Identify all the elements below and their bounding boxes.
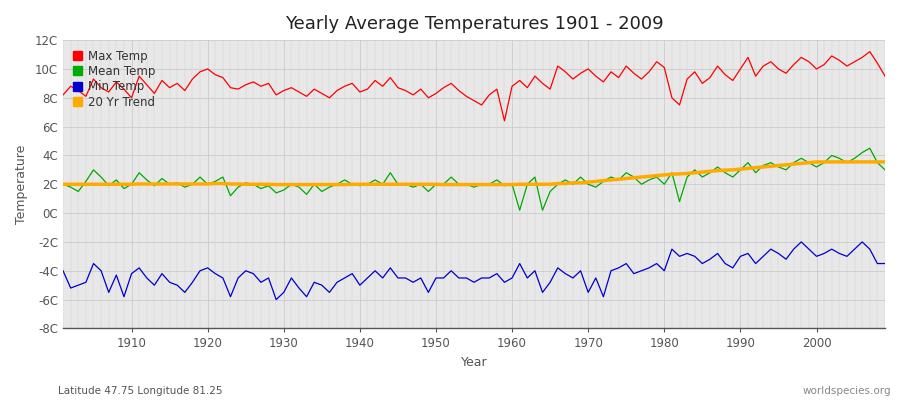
Y-axis label: Temperature: Temperature bbox=[15, 144, 28, 224]
X-axis label: Year: Year bbox=[461, 356, 487, 369]
Title: Yearly Average Temperatures 1901 - 2009: Yearly Average Temperatures 1901 - 2009 bbox=[284, 15, 663, 33]
Text: worldspecies.org: worldspecies.org bbox=[803, 386, 891, 396]
Text: Latitude 47.75 Longitude 81.25: Latitude 47.75 Longitude 81.25 bbox=[58, 386, 223, 396]
Legend: Max Temp, Mean Temp, Min Temp, 20 Yr Trend: Max Temp, Mean Temp, Min Temp, 20 Yr Tre… bbox=[69, 46, 158, 112]
